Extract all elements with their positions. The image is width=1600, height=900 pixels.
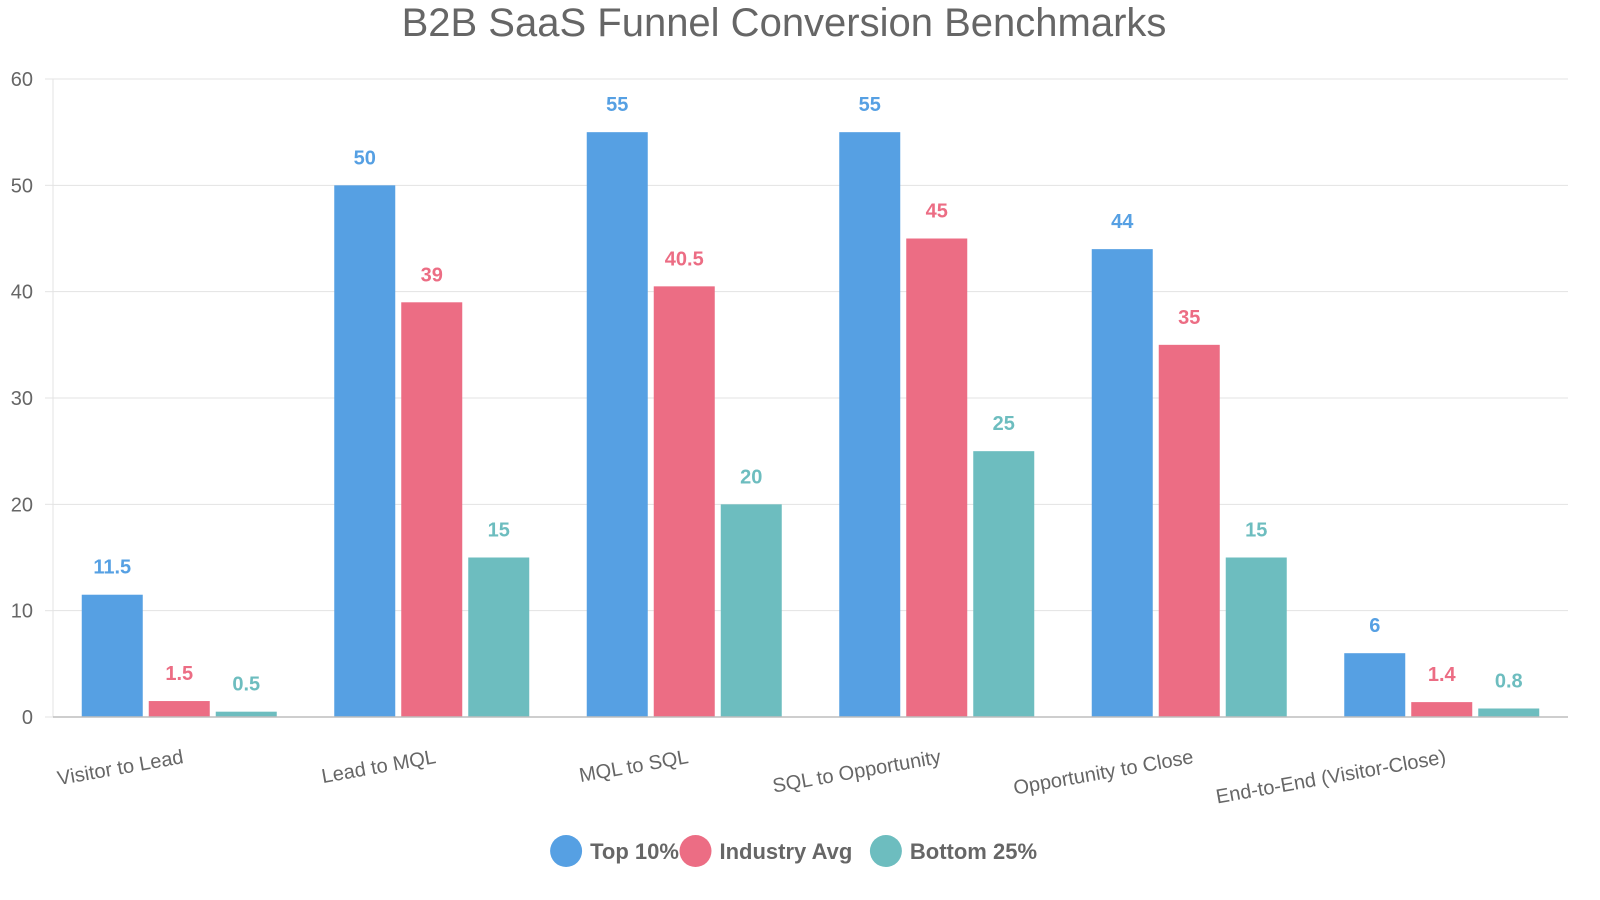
bar-top-10 — [839, 132, 901, 717]
y-tick-label: 10 — [11, 601, 33, 623]
x-tick-label: Lead to MQL — [320, 746, 438, 788]
bar-industry-avg — [653, 286, 715, 717]
legend-item[interactable]: Top 10% — [550, 835, 679, 867]
bars-layer — [81, 132, 1540, 718]
bar-top-10 — [334, 185, 396, 718]
data-label: 0.5 — [232, 674, 260, 696]
legend-item[interactable]: Industry Avg — [679, 835, 853, 867]
x-tick-label: End-to-End (Visitor-Close) — [1214, 746, 1447, 808]
legend-label: Bottom 25% — [910, 839, 1037, 864]
data-label: 1.5 — [165, 663, 193, 685]
bar-top-10 — [1091, 249, 1153, 717]
bar-bottom-25 — [215, 711, 277, 717]
chart-title: B2B SaaS Funnel Conversion Benchmarks — [402, 1, 1167, 45]
bar-top-10 — [1344, 653, 1406, 717]
data-label: 55 — [606, 94, 628, 116]
bar-industry-avg — [148, 701, 210, 717]
data-label: 50 — [354, 147, 376, 169]
bar-top-10 — [81, 594, 143, 717]
data-label: 44 — [1111, 211, 1134, 233]
data-label: 40.5 — [665, 248, 704, 270]
data-label: 39 — [421, 264, 443, 286]
data-labels-layer: 11.5 1.5 0.5 50 39 15 55 40.5 20 55 45 25 44 35 15 6 1.4… — [93, 94, 1522, 696]
x-tick-label: Opportunity to Close — [1012, 746, 1195, 799]
data-label: 0.8 — [1495, 670, 1523, 692]
legend-item[interactable]: Bottom 25% — [869, 835, 1037, 867]
bar-bottom-25 — [720, 504, 782, 717]
y-tick-label: 60 — [11, 69, 33, 91]
legend: Top 10% Industry Avg Bottom 25% — [550, 835, 1037, 867]
data-label: 45 — [926, 201, 948, 223]
bar-industry-avg — [906, 238, 968, 717]
bar-bottom-25 — [973, 451, 1035, 717]
x-tick-label: MQL to SQL — [578, 746, 691, 787]
data-label: 55 — [859, 94, 881, 116]
data-label: 15 — [488, 520, 510, 542]
bar-bottom-25 — [1478, 708, 1540, 717]
bar-industry-avg — [1158, 344, 1220, 717]
x-axis: Visitor to Lead Lead to MQL MQL to SQL SQL … — [53, 716, 1568, 808]
x-tick-label: Visitor to Lead — [56, 746, 185, 790]
data-label: 35 — [1178, 307, 1200, 329]
x-tick-label: SQL to Opportunity — [771, 746, 943, 797]
data-label: 15 — [1245, 520, 1267, 542]
legend-swatch — [550, 835, 583, 867]
data-label: 20 — [740, 466, 762, 488]
legend-swatch — [869, 835, 902, 867]
data-label: 1.4 — [1428, 664, 1457, 686]
y-tick-label: 40 — [11, 282, 33, 304]
bar-top-10 — [586, 132, 648, 717]
y-tick-label: 0 — [22, 707, 33, 729]
legend-swatch — [679, 835, 712, 867]
bar-bottom-25 — [468, 557, 530, 717]
bar-industry-avg — [401, 302, 463, 717]
grid-layer: 0 10 20 30 40 50 60 — [11, 69, 1568, 729]
data-label: 25 — [993, 413, 1015, 435]
y-tick-label: 30 — [11, 388, 33, 410]
y-tick-label: 20 — [11, 494, 33, 516]
legend-label: Industry Avg — [720, 839, 853, 864]
legend-label: Top 10% — [590, 839, 679, 864]
bar-industry-avg — [1411, 702, 1473, 717]
data-label: 11.5 — [93, 557, 131, 579]
data-label: 6 — [1369, 615, 1380, 637]
bar-bottom-25 — [1225, 557, 1287, 717]
y-tick-label: 50 — [11, 175, 33, 197]
